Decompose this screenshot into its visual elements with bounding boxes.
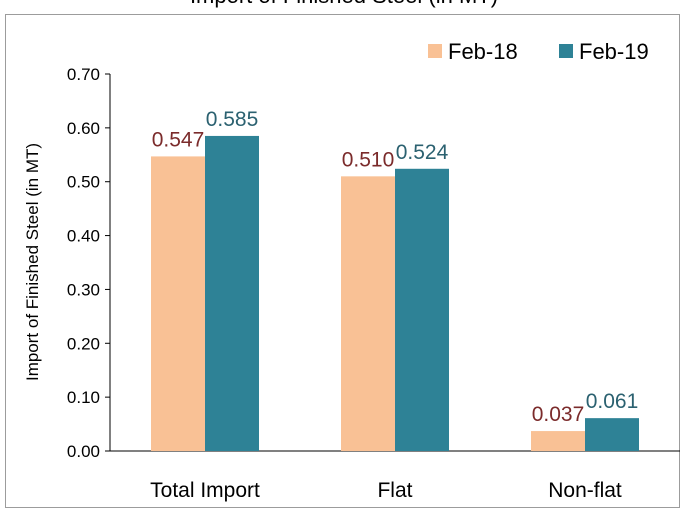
data-label: 0.547 [152,128,205,151]
data-label: 0.510 [342,148,395,171]
bar [531,431,585,451]
chart-title: Import of Finished Steel (in MT) [0,0,688,9]
x-tick-label: Total Import [150,479,260,502]
data-label: 0.037 [532,403,585,426]
y-tick-label: 0.00 [67,442,100,461]
legend-swatch [559,44,573,58]
y-tick-label: 0.60 [67,119,100,138]
data-label: 0.585 [206,108,259,131]
bar [205,135,259,451]
data-label: 0.524 [396,141,449,164]
y-tick-label: 0.30 [67,280,100,299]
y-tick-label: 0.40 [67,227,100,246]
y-tick-label: 0.10 [67,388,100,407]
y-tick-label: 0.70 [67,65,100,84]
legend-label: Feb-18 [448,39,518,64]
data-label: 0.061 [586,390,639,413]
legend-label: Feb-19 [579,39,649,64]
y-tick-label: 0.50 [67,173,100,192]
bar [395,168,449,451]
legend-swatch [428,44,442,58]
x-tick-label: Flat [377,479,412,502]
bar [585,418,639,451]
bar [151,156,205,451]
x-tick-label: Non-flat [548,479,622,502]
bar [341,176,395,452]
y-axis-title: Import of Finished Steel (in MT) [23,143,42,381]
y-tick-label: 0.20 [67,334,100,353]
